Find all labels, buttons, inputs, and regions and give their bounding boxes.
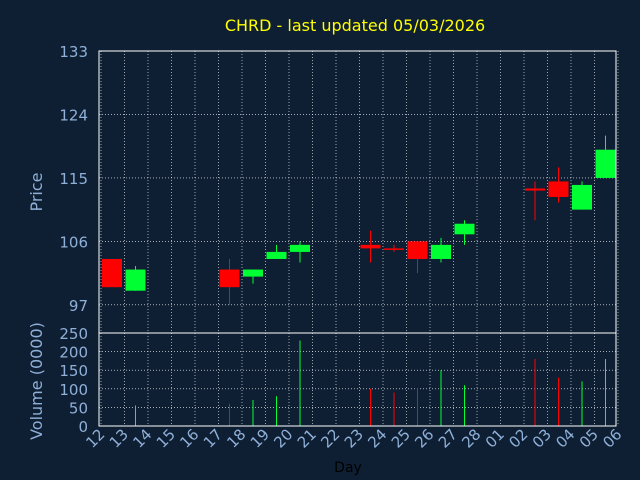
candle-body <box>102 258 122 288</box>
price-tick-label: 115 <box>59 170 88 188</box>
chart-title: CHRD - last updated 05/03/2026 <box>225 16 485 35</box>
volume-panel-frame <box>98 332 617 427</box>
candle-body <box>548 181 569 197</box>
volume-tick-label: 50 <box>69 399 88 417</box>
candle-body <box>595 149 616 178</box>
price-axis-label: Price <box>27 172 46 211</box>
price-tick-label: 106 <box>59 233 88 251</box>
candle-body <box>290 244 310 252</box>
volume-bars-layer <box>135 340 606 426</box>
candles-layer <box>102 135 616 305</box>
candle-body <box>572 184 592 210</box>
candle-body <box>431 244 451 259</box>
volume-axis-label: Volume (0000) <box>27 322 46 440</box>
price-tick-label: 97 <box>69 297 88 315</box>
volume-tick-label: 100 <box>59 381 88 399</box>
volume-tick-label: 250 <box>59 325 88 343</box>
price-tick-label: 124 <box>59 106 88 124</box>
candle-body <box>243 269 263 277</box>
price-tick-label: 133 <box>59 43 88 61</box>
volume-tick-label: 200 <box>59 344 88 362</box>
candle-body <box>454 223 475 235</box>
candle-body <box>407 241 428 259</box>
candle-body <box>384 248 404 250</box>
price-grid <box>99 50 619 333</box>
volume-tick-label: 0 <box>78 418 88 436</box>
volume-tick-label: 150 <box>59 362 88 380</box>
candle-body <box>525 188 545 191</box>
candle-body <box>125 269 146 291</box>
price-tick-labels: 97 106 115 124 133 <box>59 43 88 315</box>
x-tick-labels: 1213141516171819202122232425262728010203… <box>82 425 625 451</box>
candle-body <box>219 269 240 288</box>
candle-body <box>266 251 287 259</box>
x-axis-label: Day <box>334 460 362 476</box>
candle-body <box>360 244 381 249</box>
